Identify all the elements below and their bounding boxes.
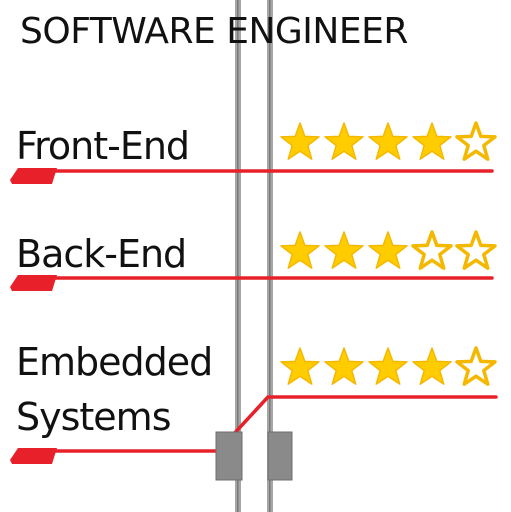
page-title: SOFTWARE ENGINEER <box>20 11 408 52</box>
star-filled-icon <box>368 347 408 385</box>
star-filled-icon <box>324 347 364 385</box>
star-filled-icon <box>280 347 320 385</box>
star-rating-back-end <box>279 230 497 272</box>
star-filled-icon <box>324 122 364 160</box>
underline-front-end <box>10 168 494 184</box>
connector-block-right <box>268 432 292 480</box>
star-empty-icon <box>455 346 497 386</box>
star-empty-icon <box>455 121 497 161</box>
star-filled-icon <box>280 231 320 269</box>
skill-label-back-end: Back-End <box>16 232 187 276</box>
star-rating-embedded-systems <box>279 346 497 388</box>
star-filled-icon <box>280 122 320 160</box>
vertical-bar-right <box>267 0 273 512</box>
star-rating-front-end <box>279 121 497 163</box>
skill-label-embedded: Embedded <box>16 340 213 384</box>
star-empty-icon <box>411 230 453 270</box>
vertical-bar-left <box>235 0 241 512</box>
skill-label-systems: Systems <box>16 395 171 439</box>
skill-label-front-end: Front-End <box>16 124 190 168</box>
star-empty-icon <box>455 230 497 270</box>
star-filled-icon <box>324 231 364 269</box>
star-filled-icon <box>412 347 452 385</box>
star-filled-icon <box>368 122 408 160</box>
star-filled-icon <box>368 231 408 269</box>
star-filled-icon <box>412 122 452 160</box>
connector-block-left <box>216 432 242 480</box>
